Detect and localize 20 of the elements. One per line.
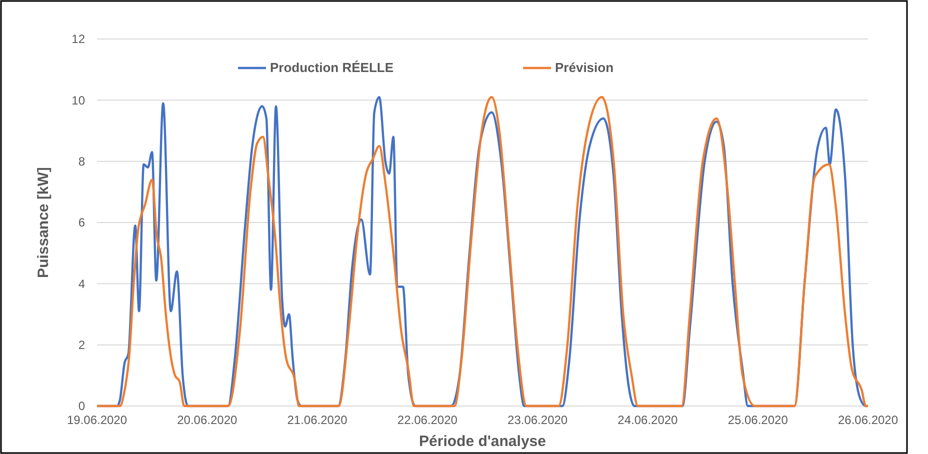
- y-tick-label: 10: [72, 93, 86, 108]
- x-tick-label: 22.06.2020: [397, 413, 458, 427]
- x-tick-label: 24.06.2020: [618, 413, 678, 427]
- x-tick-label: 21.06.2020: [287, 413, 348, 427]
- x-tick-label: 20.06.2020: [177, 413, 238, 427]
- y-tick-label: 8: [78, 154, 86, 169]
- legend-label: Prévision: [555, 60, 614, 75]
- x-tick-label: 19.06.2020: [66, 413, 128, 427]
- x-tick-label: 23.06.2020: [508, 413, 568, 427]
- line-series: [96, 96, 870, 408]
- y-axis-title: Puissance [kW]: [35, 167, 52, 278]
- y-tick-label: 2: [78, 338, 86, 352]
- y-tick-label: 12: [72, 32, 86, 46]
- y-tick-label: 0: [78, 399, 86, 414]
- x-tick-label: 26.06.2020: [838, 413, 898, 427]
- y-tick-label: 6: [78, 216, 86, 230]
- y-tick-label: 4: [78, 276, 86, 291]
- x-axis-title: Période d'analyse: [419, 433, 546, 450]
- x-tick-label: 25.06.2020: [728, 413, 788, 427]
- legend-label: Production RÉELLE: [270, 60, 394, 75]
